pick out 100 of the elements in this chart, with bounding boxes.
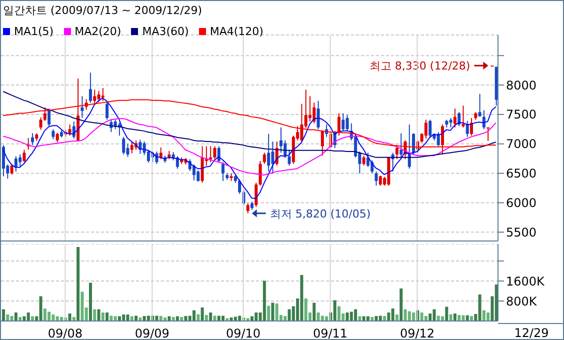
annotation: 최고 8,330 (12/28) — [369, 60, 470, 73]
y-tick-label: 800K — [506, 294, 538, 308]
candlestick — [279, 126, 282, 154]
bar — [400, 288, 403, 321]
bar — [312, 302, 316, 321]
bar — [101, 312, 104, 321]
bar — [14, 312, 18, 321]
candlestick — [441, 124, 444, 155]
candlestick — [308, 96, 312, 122]
candlestick — [254, 182, 258, 208]
candlestick — [72, 121, 76, 140]
bar — [122, 314, 126, 321]
candlestick — [470, 117, 474, 136]
candlestick — [262, 152, 266, 164]
candlestick — [362, 155, 366, 166]
candlestick — [300, 103, 304, 143]
candlestick — [246, 202, 250, 214]
candlestick — [436, 132, 440, 147]
bar — [337, 306, 340, 321]
bar — [204, 315, 208, 321]
x-tick-label: 09/12 — [400, 326, 435, 340]
candlestick — [18, 154, 22, 167]
x-tick-label: 09/08 — [48, 326, 82, 340]
legend-label: MA3(60) — [142, 25, 189, 38]
candlestick — [486, 126, 490, 142]
bar — [192, 310, 196, 321]
candlestick — [267, 133, 270, 172]
bar — [93, 309, 96, 321]
y-tick-label: 7500 — [506, 108, 537, 122]
candlestick — [428, 119, 432, 138]
candlestick — [130, 142, 134, 154]
candlestick — [97, 90, 100, 103]
bar — [126, 314, 130, 321]
bar — [412, 312, 416, 321]
chart-title: 일간차트 (2009/07/13 ~ 2009/12/29) — [3, 3, 202, 18]
bar — [200, 308, 204, 321]
candlestick — [30, 132, 34, 146]
candlestick — [378, 175, 382, 186]
candlestick — [14, 156, 18, 172]
candlestick — [478, 93, 482, 118]
y-tick-label: 8000 — [506, 78, 537, 92]
candlestick — [374, 171, 378, 186]
bar — [391, 308, 394, 321]
candlestick — [466, 120, 469, 138]
candlestick — [56, 132, 59, 143]
bar — [383, 316, 386, 321]
candlestick — [222, 162, 225, 182]
candlestick — [342, 112, 345, 132]
candlestick — [200, 146, 204, 184]
bar — [420, 312, 424, 321]
candlestick — [400, 132, 403, 158]
candlestick — [258, 160, 262, 186]
candlestick — [213, 146, 216, 160]
bar — [142, 316, 146, 321]
candlestick — [122, 136, 126, 155]
bar — [346, 312, 349, 321]
bar — [428, 314, 432, 321]
candlestick — [43, 106, 46, 122]
candlestick — [88, 72, 92, 104]
bar — [262, 280, 266, 321]
y-tick-label: 7000 — [506, 137, 537, 152]
candlestick — [80, 96, 84, 118]
bar — [432, 309, 436, 321]
candlestick — [238, 178, 242, 194]
bar — [445, 306, 448, 321]
bar — [254, 312, 258, 321]
bar — [453, 314, 456, 321]
candlestick — [93, 89, 96, 104]
candlestick — [48, 108, 51, 127]
candlestick — [68, 124, 72, 136]
bar — [48, 312, 51, 321]
bar — [486, 312, 490, 321]
bar — [374, 316, 378, 321]
bar — [106, 312, 109, 321]
y-tick-label: 5500 — [506, 225, 537, 240]
bar — [288, 309, 291, 321]
candlestick — [395, 144, 398, 160]
candlestick — [39, 116, 42, 130]
candlestick — [271, 141, 274, 174]
bar — [39, 296, 42, 321]
candlestick — [52, 128, 55, 140]
bar — [6, 314, 10, 321]
candlestick — [482, 110, 486, 130]
candlestick — [106, 100, 109, 120]
bar — [478, 294, 482, 321]
candlestick — [424, 119, 428, 140]
bar — [267, 306, 270, 321]
bar — [408, 311, 411, 321]
x-tick-label: 09/10 — [226, 326, 261, 340]
candlestick — [316, 100, 320, 130]
bar — [10, 316, 14, 321]
bar — [470, 316, 474, 321]
candlestick — [320, 130, 324, 156]
candlestick — [312, 102, 316, 124]
bar — [333, 300, 336, 321]
bar — [300, 275, 304, 321]
bar — [304, 298, 308, 321]
bar — [88, 282, 92, 321]
bar — [76, 247, 80, 321]
candlestick — [159, 146, 162, 160]
